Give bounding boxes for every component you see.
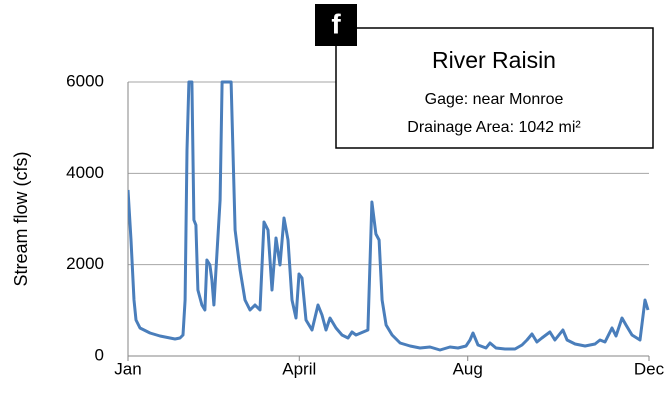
panel-label: f: [331, 8, 341, 39]
y-axis-label: Stream flow (cfs): [11, 151, 31, 286]
x-tick-label: Aug: [453, 359, 483, 378]
x-tick-label: Jan: [114, 359, 141, 378]
x-tick-label: Dec: [634, 359, 665, 378]
y-tick-label: 4000: [66, 163, 104, 182]
panel-label-bg: [315, 4, 357, 46]
series-line: [128, 80, 650, 352]
annotation-box: [335, 27, 654, 149]
annotation: Gage: near Monroe: [425, 91, 564, 108]
x-tick-label: April: [282, 359, 316, 378]
y-tick-label: 2000: [66, 254, 104, 273]
y-tick-label: 0: [95, 345, 104, 364]
y-tick-label: 6000: [66, 71, 104, 90]
box-title: River Raisin: [432, 47, 556, 73]
annotation: Drainage Area: 1042 mi²: [407, 119, 581, 136]
